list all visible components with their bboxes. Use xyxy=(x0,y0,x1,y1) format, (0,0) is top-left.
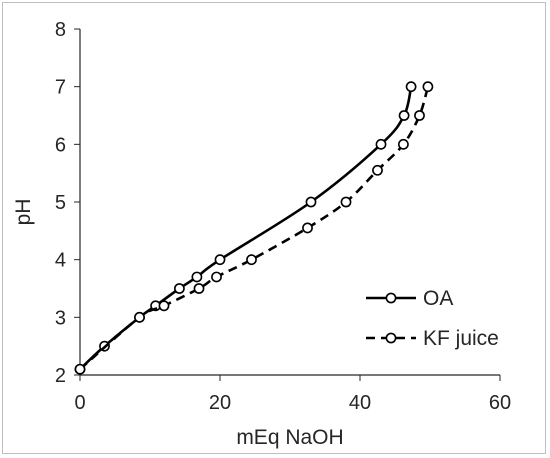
legend-marker-kf-juice xyxy=(385,332,397,344)
data-point-kf-juice xyxy=(211,271,222,283)
series-line-kf-juice xyxy=(79,86,430,371)
legend-label-kf-juice: KF juice xyxy=(423,327,499,350)
legend-label-oa: OA xyxy=(423,287,453,310)
y-tick-label: 4 xyxy=(55,250,66,272)
chart-frame xyxy=(2,2,546,454)
data-point-kf-juice xyxy=(422,81,434,93)
x-tick-label: 20 xyxy=(209,392,231,414)
series-group xyxy=(74,81,434,375)
data-point-oa xyxy=(398,110,410,121)
data-point-kf-juice xyxy=(302,222,313,234)
data-point-kf-juice xyxy=(74,363,86,375)
data-point-oa xyxy=(191,271,203,283)
x-tick-label: 60 xyxy=(489,392,511,414)
data-point-oa xyxy=(173,283,185,294)
y-axis-title: pH xyxy=(12,199,35,226)
axes: 0 20 40 60 2 3 4 5 6 7 8 xyxy=(55,19,511,414)
x-axis-title: mEq NaOH xyxy=(236,426,343,449)
data-point-kf-juice xyxy=(246,254,257,266)
y-tick-label: 2 xyxy=(55,365,66,387)
y-tick-label: 3 xyxy=(55,307,66,329)
y-tick-label: 8 xyxy=(55,19,66,41)
data-point-kf-juice xyxy=(397,138,409,150)
data-point-oa xyxy=(405,81,417,93)
x-tick-label: 40 xyxy=(349,392,371,414)
x-tick-label: 0 xyxy=(74,392,85,414)
data-point-kf-juice xyxy=(158,300,170,312)
y-tick-label: 6 xyxy=(55,134,66,156)
legend-marker-oa xyxy=(385,292,397,304)
data-point-kf-juice xyxy=(193,283,205,294)
data-point-oa xyxy=(305,196,317,208)
y-tick-label: 5 xyxy=(55,192,66,214)
data-point-kf-juice xyxy=(340,196,352,208)
data-point-oa xyxy=(214,254,226,266)
data-point-kf-juice xyxy=(134,311,145,323)
data-point-kf-juice xyxy=(372,164,383,176)
data-point-kf-juice xyxy=(414,110,425,121)
legend: OA KF juice xyxy=(366,287,499,350)
data-point-oa xyxy=(375,138,387,150)
y-tick-label: 7 xyxy=(55,77,66,99)
